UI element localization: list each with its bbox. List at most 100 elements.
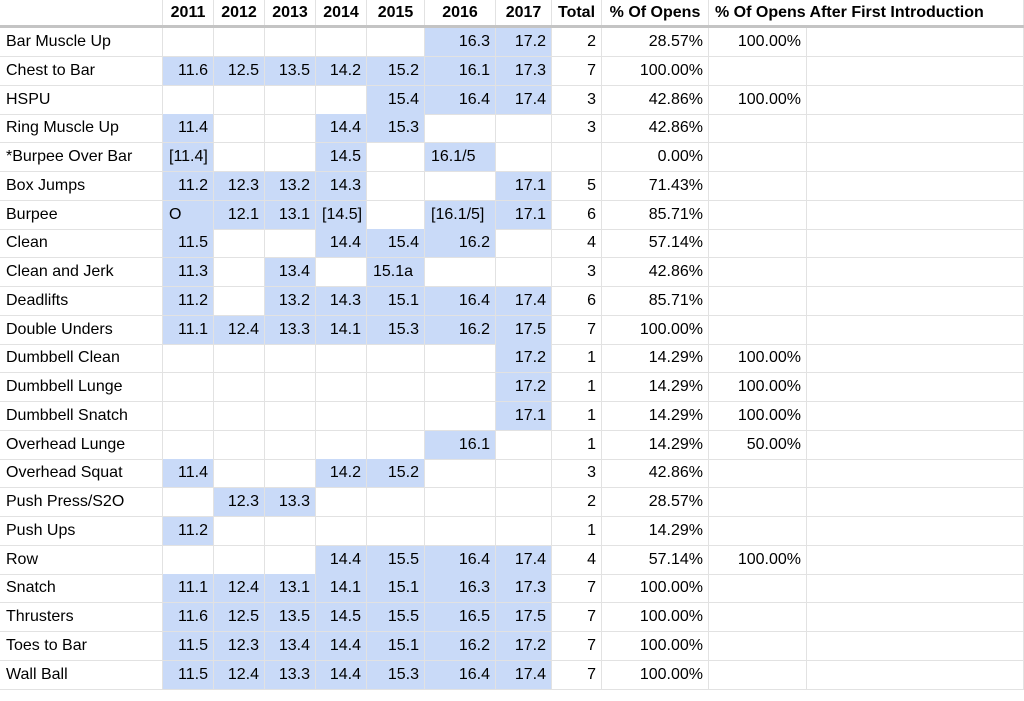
pct-after-intro-cell[interactable]: 100.00% <box>709 373 807 401</box>
total-cell[interactable]: 3 <box>552 459 602 488</box>
header-cell-name[interactable] <box>0 0 163 25</box>
pct-opens-cell[interactable]: 71.43% <box>602 171 709 200</box>
pct-after-intro-cell[interactable] <box>709 143 807 171</box>
year-cell[interactable] <box>425 459 496 488</box>
total-cell[interactable]: 3 <box>552 85 602 114</box>
year-cell[interactable] <box>163 430 214 459</box>
pct-after-intro-cell[interactable] <box>709 631 807 660</box>
movement-name-cell[interactable]: Dumbbell Clean <box>0 344 163 373</box>
year-cell[interactable]: 17.3 <box>496 574 552 603</box>
year-cell[interactable] <box>496 459 552 488</box>
empty-cell[interactable] <box>807 488 1024 516</box>
pct-after-intro-cell[interactable]: 100.00% <box>709 401 807 430</box>
year-cell[interactable]: 16.1/5 <box>425 143 496 171</box>
movement-name-cell[interactable]: Deadlifts <box>0 286 163 315</box>
year-cell[interactable]: O <box>163 200 214 229</box>
year-cell[interactable]: 17.2 <box>496 28 552 56</box>
year-cell[interactable] <box>496 516 552 545</box>
year-cell[interactable]: 17.3 <box>496 56 552 85</box>
total-cell[interactable]: 1 <box>552 430 602 459</box>
pct-opens-cell[interactable]: 57.14% <box>602 229 709 258</box>
year-cell[interactable]: 14.1 <box>316 315 367 344</box>
year-cell[interactable] <box>367 344 425 373</box>
year-cell[interactable]: 12.5 <box>214 56 265 85</box>
year-cell[interactable] <box>425 488 496 516</box>
movement-name-cell[interactable]: Double Unders <box>0 315 163 344</box>
year-cell[interactable] <box>214 28 265 56</box>
pct-opens-cell[interactable]: 14.29% <box>602 344 709 373</box>
year-cell[interactable]: 16.2 <box>425 229 496 258</box>
movement-name-cell[interactable]: Ring Muscle Up <box>0 114 163 143</box>
year-cell[interactable]: 14.1 <box>316 574 367 603</box>
header-2017[interactable]: 2017 <box>496 0 552 25</box>
total-cell[interactable]: 3 <box>552 114 602 143</box>
empty-cell[interactable] <box>807 143 1024 171</box>
movement-name-cell[interactable]: *Burpee Over Bar <box>0 143 163 171</box>
year-cell[interactable]: 15.1a <box>367 258 425 286</box>
pct-after-intro-cell[interactable]: 100.00% <box>709 344 807 373</box>
year-cell[interactable]: 13.4 <box>265 631 316 660</box>
total-cell[interactable]: 7 <box>552 574 602 603</box>
year-cell[interactable] <box>367 430 425 459</box>
total-cell[interactable]: 1 <box>552 401 602 430</box>
pct-opens-cell[interactable]: 85.71% <box>602 286 709 315</box>
year-cell[interactable]: 15.2 <box>367 459 425 488</box>
total-cell[interactable]: 7 <box>552 660 602 689</box>
year-cell[interactable] <box>425 344 496 373</box>
pct-opens-cell[interactable]: 14.29% <box>602 373 709 401</box>
movement-name-cell[interactable]: Snatch <box>0 574 163 603</box>
empty-cell[interactable] <box>807 516 1024 545</box>
year-cell[interactable]: 15.4 <box>367 229 425 258</box>
year-cell[interactable]: 14.2 <box>316 56 367 85</box>
year-cell[interactable]: 17.4 <box>496 286 552 315</box>
movement-name-cell[interactable]: Chest to Bar <box>0 56 163 85</box>
year-cell[interactable] <box>367 488 425 516</box>
year-cell[interactable]: 11.3 <box>163 258 214 286</box>
movement-name-cell[interactable]: Push Press/S2O <box>0 488 163 516</box>
year-cell[interactable]: 16.1 <box>425 56 496 85</box>
year-cell[interactable]: 15.5 <box>367 545 425 574</box>
year-cell[interactable]: 16.1 <box>425 430 496 459</box>
year-cell[interactable] <box>316 488 367 516</box>
year-cell[interactable]: 15.1 <box>367 286 425 315</box>
year-cell[interactable] <box>214 114 265 143</box>
year-cell[interactable] <box>316 401 367 430</box>
year-cell[interactable]: 11.4 <box>163 114 214 143</box>
pct-after-intro-cell[interactable] <box>709 286 807 315</box>
movement-name-cell[interactable]: Clean and Jerk <box>0 258 163 286</box>
year-cell[interactable] <box>496 258 552 286</box>
year-cell[interactable] <box>214 545 265 574</box>
year-cell[interactable] <box>265 459 316 488</box>
pct-opens-cell[interactable]: 42.86% <box>602 459 709 488</box>
year-cell[interactable] <box>425 258 496 286</box>
year-cell[interactable]: 12.4 <box>214 660 265 689</box>
year-cell[interactable]: 14.4 <box>316 660 367 689</box>
total-cell[interactable]: 7 <box>552 603 602 631</box>
year-cell[interactable]: 11.2 <box>163 516 214 545</box>
empty-cell[interactable] <box>807 545 1024 574</box>
year-cell[interactable]: 12.3 <box>214 171 265 200</box>
empty-cell[interactable] <box>807 56 1024 85</box>
year-cell[interactable] <box>425 171 496 200</box>
year-cell[interactable]: 17.2 <box>496 373 552 401</box>
pct-after-intro-cell[interactable] <box>709 488 807 516</box>
empty-cell[interactable] <box>807 574 1024 603</box>
year-cell[interactable]: 11.2 <box>163 286 214 315</box>
total-cell[interactable]: 5 <box>552 171 602 200</box>
year-cell[interactable]: 14.2 <box>316 459 367 488</box>
year-cell[interactable] <box>316 258 367 286</box>
year-cell[interactable]: 11.5 <box>163 631 214 660</box>
pct-after-intro-cell[interactable]: 50.00% <box>709 430 807 459</box>
year-cell[interactable]: 11.5 <box>163 229 214 258</box>
pct-opens-cell[interactable]: 57.14% <box>602 545 709 574</box>
pct-after-intro-cell[interactable] <box>709 516 807 545</box>
year-cell[interactable] <box>265 143 316 171</box>
pct-after-intro-cell[interactable] <box>709 200 807 229</box>
year-cell[interactable] <box>265 401 316 430</box>
total-cell[interactable]: 7 <box>552 56 602 85</box>
total-cell[interactable] <box>552 143 602 171</box>
pct-after-intro-cell[interactable]: 100.00% <box>709 28 807 56</box>
movement-name-cell[interactable]: Box Jumps <box>0 171 163 200</box>
year-cell[interactable] <box>367 373 425 401</box>
